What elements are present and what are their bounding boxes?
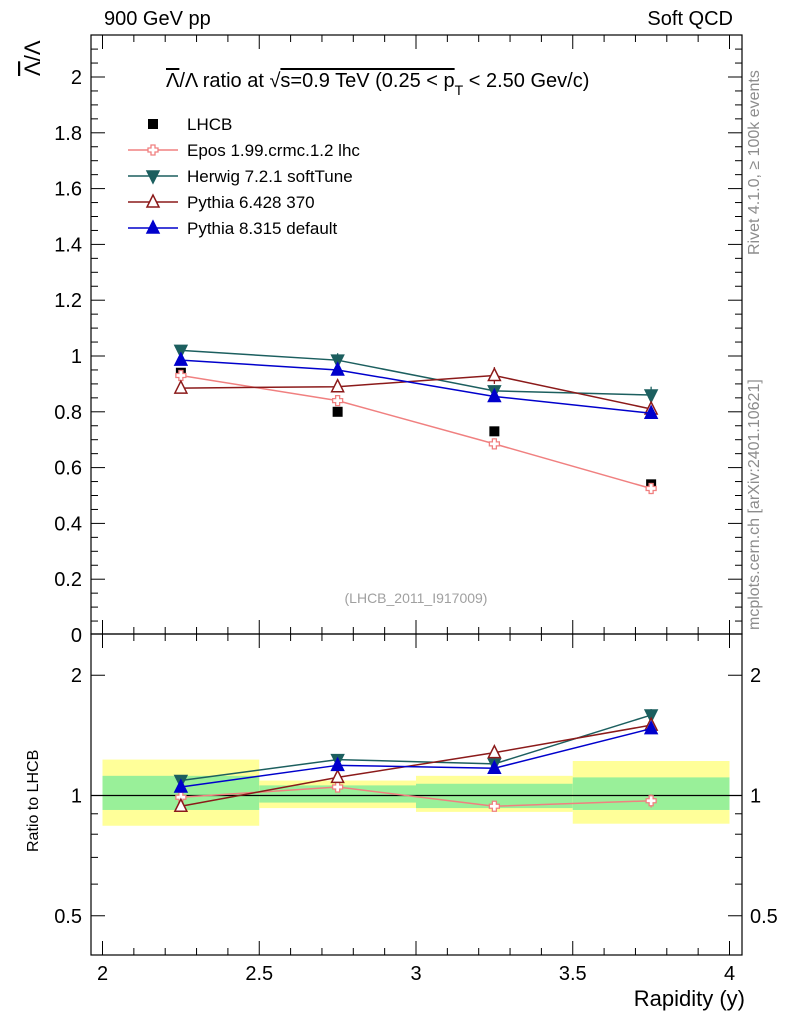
ylabel-rest: /Λ <box>20 40 45 61</box>
ylabel-lambda-bar: Λ <box>20 61 45 76</box>
x-axis-label: Rapidity (y) <box>634 986 745 1011</box>
legend-label-lhcb: LHCB <box>187 115 232 134</box>
point-pythia-8-315-default <box>330 361 345 376</box>
point-pythia-8-315-default <box>173 351 189 366</box>
ratio-point-pythia-8-315-default <box>173 778 189 793</box>
y-tick-label: 1.8 <box>54 123 82 145</box>
y-tick-label: 0.4 <box>54 513 82 535</box>
series-line-pythia-8-315-default <box>180 359 652 414</box>
ratio-point-pythia-6-428-370 <box>173 797 189 812</box>
point-epos-1-99-crmc-1-2-lhc <box>175 369 187 382</box>
x-tick-label: 2.5 <box>245 963 273 985</box>
y-tick-label: 1.2 <box>54 290 82 312</box>
ratio-y-tick-label-right: 0.5 <box>750 906 778 928</box>
title-lambda-bar: Λ <box>166 70 180 92</box>
header-left: 900 GeV pp <box>104 8 211 30</box>
y-tick-label: 1.4 <box>54 234 82 256</box>
legend-marker-epos-1-99-crmc-1-2-lhc <box>147 144 159 156</box>
point-herwig-7-2-1-softtune <box>643 389 659 404</box>
ratio-y-tick-label-left: 2 <box>71 665 82 687</box>
ratio-point-pythia-6-428-370 <box>487 743 502 759</box>
legend-label-herwig-7-2-1-softtune: Herwig 7.2.1 softTune <box>187 167 353 186</box>
ratio-line-pythia-6-428-370 <box>180 724 652 807</box>
ratio-y-tick-label-left: 0.5 <box>54 906 82 928</box>
y-axis-label-ratio: Ratio to LHCB <box>25 750 42 852</box>
ratio-y-tick-label-right: 1 <box>750 786 761 808</box>
title-mid: /Λ ratio at <box>179 70 269 92</box>
header-right: Soft QCD <box>647 8 733 30</box>
mcplots-label: mcplots.cern.ch [arXiv:2401.10621] <box>746 379 763 630</box>
point-epos-1-99-crmc-1-2-lhc <box>645 482 657 495</box>
title-tail: < 2.50 Gev/c) <box>463 70 589 92</box>
y-tick-label: 1 <box>71 346 82 368</box>
legend-marker-pythia-6-428-370 <box>145 193 161 208</box>
point-epos-1-99-crmc-1-2-lhc <box>488 438 501 450</box>
analysis-tag: (LHCB_2011_I917009) <box>345 590 488 606</box>
ratio-point-epos-1-99-crmc-1-2-lhc <box>488 800 501 812</box>
ratio-point-pythia-6-428-370 <box>330 768 345 784</box>
y-axis-label-top: Λ/Λ <box>20 40 45 76</box>
ratio-point-pythia-8-315-default <box>487 759 502 775</box>
title-sub: T <box>455 82 464 98</box>
y-tick-label: 2 <box>71 67 82 89</box>
x-tick-label: 2 <box>97 963 108 985</box>
y-tick-label: 1.6 <box>54 179 82 201</box>
x-tick-label: 3.5 <box>559 963 587 985</box>
title-energy: s=0.9 TeV (0.25 < p <box>280 70 454 92</box>
data-point-lhcb <box>332 406 343 417</box>
ratio-point-epos-1-99-crmc-1-2-lhc <box>645 795 657 807</box>
y-tick-label: 0.8 <box>54 402 82 424</box>
point-pythia-6-428-370 <box>487 366 502 382</box>
point-pythia-6-428-370 <box>173 379 189 394</box>
point-pythia-8-315-default <box>487 387 502 403</box>
series-line-herwig-7-2-1-softtune <box>180 349 652 396</box>
ratio-panel: 2 2.5 3 3.5 4 0.5 0.5 1 1 2 2 <box>54 633 778 985</box>
point-pythia-8-315-default <box>643 404 659 419</box>
legend-label-epos-1-99-crmc-1-2-lhc: Epos 1.99.crmc.1.2 lhc <box>187 141 360 160</box>
ratio-y-tick-label-right: 2 <box>750 665 761 687</box>
legend-marker-pythia-8-315-default <box>145 219 161 234</box>
legend-marker-lhcb <box>148 119 158 129</box>
rivet-label: Rivet 4.1.0, ≥ 100k events <box>746 70 763 255</box>
ratio-point-pythia-8-315-default <box>643 719 659 735</box>
ratio-line-pythia-8-315-default <box>180 727 652 788</box>
main-panel: 0 0.2 0.4 0.6 0.8 1 1.2 1.4 1.6 1.8 2 <box>54 34 743 955</box>
legend-label-pythia-6-428-370: Pythia 6.428 370 <box>187 193 315 212</box>
legend-label-pythia-8-315-default: Pythia 8.315 default <box>187 219 338 238</box>
ratio-y-tick-label-left: 1 <box>71 786 82 808</box>
ratio-point-herwig-7-2-1-softtune <box>643 709 659 724</box>
y-tick-label: 0 <box>71 625 82 647</box>
data-point-lhcb <box>489 426 500 437</box>
legend-marker-herwig-7-2-1-softtune <box>145 170 161 185</box>
ratio-point-pythia-8-315-default <box>330 756 345 772</box>
title-sqrt: √ <box>269 70 280 92</box>
point-epos-1-99-crmc-1-2-lhc <box>331 394 344 407</box>
point-pythia-6-428-370 <box>330 378 345 393</box>
y-tick-label: 0.2 <box>54 569 82 591</box>
x-tick-label: 4 <box>724 963 735 985</box>
ratio-point-epos-1-99-crmc-1-2-lhc <box>331 781 344 793</box>
ratio-frame <box>90 633 743 956</box>
x-tick-label: 3 <box>410 963 421 985</box>
series-line-pythia-6-428-370 <box>180 374 652 410</box>
chart-title: Λ/Λ ratio at √s=0.9 TeV (0.25 < pT < 2.5… <box>166 70 589 98</box>
point-herwig-7-2-1-softtune <box>173 344 189 360</box>
point-herwig-7-2-1-softtune <box>330 354 345 369</box>
legend: LHCB Epos 1.99.crmc.1.2 lhc Herwig 7.2.1 s… <box>128 115 360 238</box>
y-tick-label: 0.6 <box>54 458 82 480</box>
